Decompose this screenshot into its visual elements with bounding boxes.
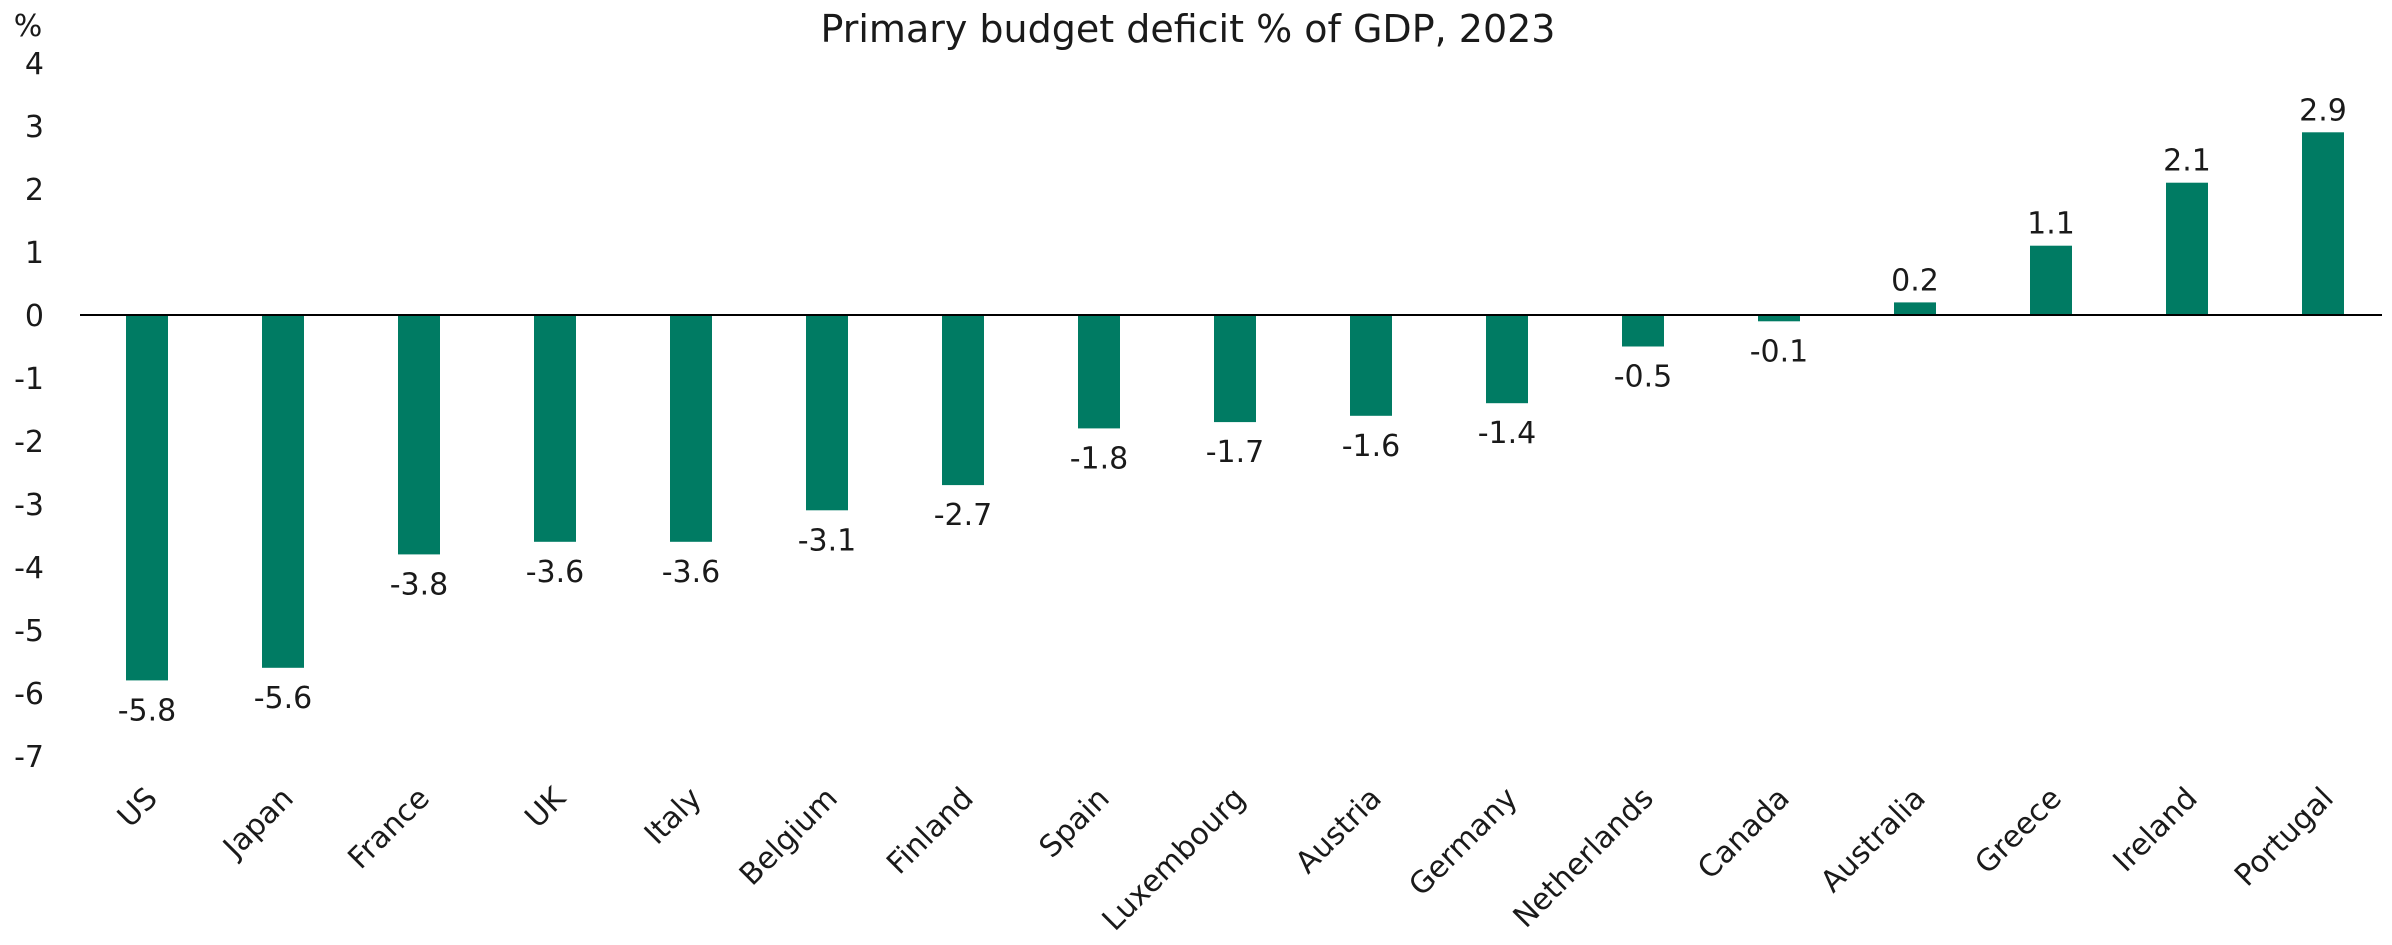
data-label: -5.6 (254, 681, 313, 716)
bar (398, 315, 440, 555)
data-label: 2.1 (2163, 144, 2211, 179)
bar (1350, 315, 1392, 416)
y-tick-label: -1 (14, 362, 44, 397)
bar (2166, 182, 2208, 315)
y-tick-label: 2 (25, 173, 44, 208)
data-label: 2.9 (2299, 93, 2347, 128)
data-label: -3.1 (798, 523, 857, 558)
data-label: -1.6 (1342, 429, 1401, 464)
bar (534, 315, 576, 542)
data-label: -0.5 (1614, 360, 1673, 395)
y-axis-unit-label: % (14, 9, 43, 44)
bar (1758, 315, 1800, 322)
y-tick-label: -2 (14, 425, 44, 460)
y-axis-ticks: 4 3 2 1 0 -1 -2 -3 -4 -5 -6 -7 (14, 47, 44, 775)
data-labels: -5.8 -5.6 -3.8 -3.6 -3.6 -3.1 -2.7 -1.8 -1.7 -1.6… (118, 93, 2347, 728)
bar (942, 315, 984, 486)
data-label: -3.8 (390, 567, 449, 602)
bar (1894, 302, 1936, 315)
bars (126, 132, 2344, 681)
x-tick-label: Netherlands (1507, 781, 1661, 935)
y-tick-label: 1 (25, 236, 44, 271)
data-label: -1.8 (1070, 441, 1129, 476)
bar (1078, 315, 1120, 429)
data-label: 1.1 (2027, 207, 2075, 242)
bar (126, 315, 168, 681)
y-tick-label: -5 (14, 614, 44, 649)
y-tick-label: -4 (14, 551, 44, 586)
x-tick-label: Italy (638, 781, 709, 852)
x-tick-label: Greece (1968, 781, 2068, 881)
x-tick-label: Spain (1033, 781, 1117, 865)
y-tick-label: 0 (25, 299, 44, 334)
x-tick-label: Germany (1402, 781, 1524, 903)
data-label: -1.4 (1478, 416, 1537, 451)
data-label: 0.2 (1891, 263, 1939, 298)
bar (1486, 315, 1528, 404)
data-label: -3.6 (526, 555, 585, 590)
data-label: -3.6 (662, 555, 721, 590)
x-tick-label: Japan (215, 781, 300, 866)
y-tick-label: -6 (14, 677, 44, 712)
x-tick-label: Finland (880, 781, 981, 882)
x-tick-label: France (341, 781, 436, 876)
bar (1622, 315, 1664, 347)
x-tick-label: Canada (1691, 781, 1796, 886)
bar (1214, 315, 1256, 423)
bar (2030, 245, 2072, 315)
x-tick-label: Ireland (2107, 781, 2205, 879)
bar (806, 315, 848, 511)
y-tick-label: 4 (25, 47, 44, 82)
y-tick-label: -7 (14, 740, 44, 775)
x-axis-ticks: US Japan France UK Italy Belgium Finland SpainL… (111, 780, 2341, 938)
data-label: -5.8 (118, 693, 177, 728)
data-label: -1.7 (1206, 435, 1265, 470)
x-tick-label: Luxembourg (1096, 781, 1253, 938)
bar (670, 315, 712, 542)
data-label: -0.1 (1750, 334, 1809, 369)
data-label: -2.7 (934, 498, 993, 533)
x-tick-label: Belgium (733, 781, 845, 893)
x-tick-label: Portugal (2228, 781, 2341, 894)
x-tick-label: US (111, 781, 165, 835)
y-tick-label: -3 (14, 488, 44, 523)
y-tick-label: 3 (25, 110, 44, 145)
x-tick-label: Australia (1814, 781, 1933, 900)
bar (2302, 132, 2344, 315)
chart-title: Primary budget deficit % of GDP, 2023 (821, 7, 1556, 51)
bar (262, 315, 304, 668)
x-tick-label: UK (518, 780, 573, 835)
x-tick-label: Austria (1289, 781, 1389, 881)
